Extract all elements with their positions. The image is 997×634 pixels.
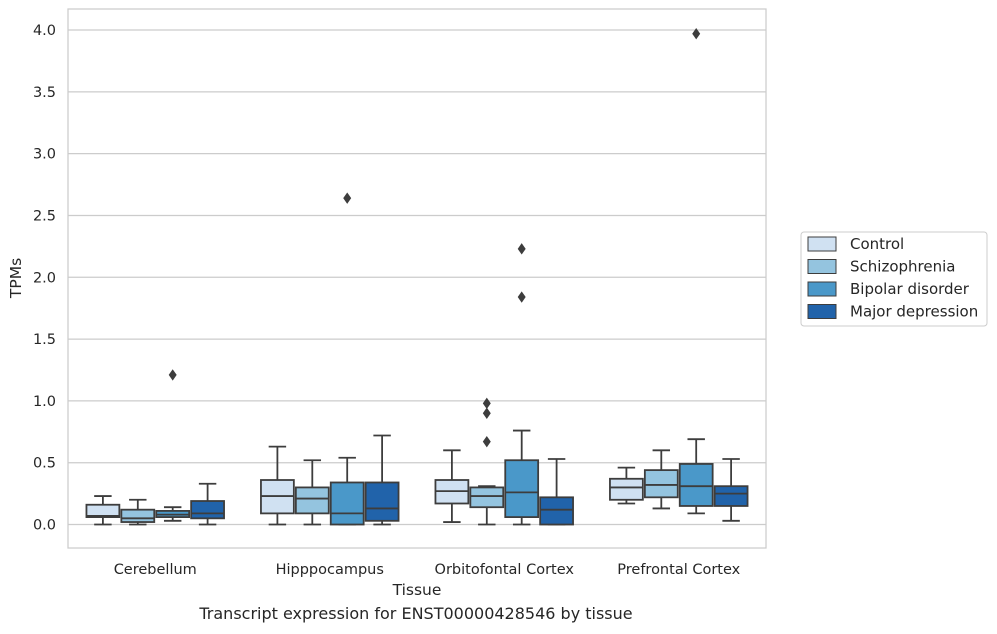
box-series bbox=[85, 28, 749, 526]
box-group bbox=[364, 434, 400, 526]
box bbox=[469, 486, 505, 509]
outlier-point bbox=[168, 369, 177, 381]
box-group bbox=[713, 458, 749, 522]
legend-swatch bbox=[807, 236, 837, 252]
box-group bbox=[120, 498, 156, 526]
box bbox=[539, 496, 574, 526]
outlier-point bbox=[482, 397, 491, 410]
box-group bbox=[539, 458, 574, 526]
outlier-point bbox=[482, 407, 491, 419]
outlier-point bbox=[517, 243, 526, 255]
y-tick-labels: 0.0 0.5 1.0 1.5 2.0 2.5 3.0 3.5 4.0 bbox=[33, 23, 56, 533]
box-group bbox=[190, 482, 225, 526]
plot-frame bbox=[67, 8, 767, 549]
legend-label: Schizophrenia bbox=[850, 258, 955, 276]
plot-area bbox=[68, 9, 766, 548]
box bbox=[120, 508, 156, 523]
gridlines bbox=[68, 29, 766, 526]
legend-swatch bbox=[807, 259, 837, 274]
box-group bbox=[260, 445, 295, 526]
x-tick-labels: Cerebellum Hipppocampus Orbitofontal Corte… bbox=[114, 562, 741, 578]
x-axis-title: Tissue bbox=[392, 581, 442, 599]
legend-swatch bbox=[807, 304, 837, 319]
outlier-point bbox=[517, 291, 526, 303]
y-tick-label: 0.5 bbox=[33, 456, 56, 472]
box bbox=[713, 485, 749, 507]
legend-label: Control bbox=[850, 235, 904, 253]
box-group bbox=[609, 466, 644, 505]
y-tick-label: 3.0 bbox=[33, 147, 56, 163]
x-tick-label: Orbitofontal Cortex bbox=[435, 562, 575, 578]
y-tick-label: 1.0 bbox=[33, 394, 56, 410]
y-tick-label: 2.0 bbox=[33, 270, 56, 286]
y-tick-label: 0.0 bbox=[33, 518, 56, 534]
y-tick-label: 3.5 bbox=[33, 85, 56, 101]
box bbox=[294, 486, 330, 515]
box-group bbox=[643, 449, 679, 510]
legend-label: Bipolar disorder bbox=[850, 280, 970, 298]
box bbox=[364, 481, 400, 522]
legend-swatch bbox=[807, 281, 837, 297]
box bbox=[678, 463, 714, 507]
y-axis-title: TPMs bbox=[7, 258, 25, 299]
box-group bbox=[329, 192, 365, 526]
box bbox=[190, 500, 225, 520]
x-tick-label: Cerebellum bbox=[114, 562, 197, 578]
box-group bbox=[294, 459, 330, 526]
y-tick-label: 1.5 bbox=[33, 332, 56, 348]
legend: Control Schizophrenia Bipolar disorder Majo… bbox=[800, 231, 988, 327]
outlier-point bbox=[343, 192, 352, 204]
box bbox=[643, 469, 679, 499]
outlier-point bbox=[692, 28, 701, 40]
box bbox=[85, 503, 121, 518]
box-group bbox=[678, 28, 714, 515]
box bbox=[609, 477, 644, 501]
box-group bbox=[504, 243, 540, 526]
x-tick-label: Prefrontal Cortex bbox=[617, 562, 740, 578]
box-group bbox=[469, 397, 505, 526]
box-group bbox=[85, 495, 121, 526]
legend-label: Major depression bbox=[850, 303, 978, 321]
legend-frame bbox=[800, 231, 988, 327]
box-group bbox=[155, 369, 191, 522]
y-tick-label: 2.5 bbox=[33, 208, 56, 224]
x-tick-label: Hipppocampus bbox=[276, 562, 384, 578]
box-group bbox=[434, 449, 470, 523]
y-tick-label: 4.0 bbox=[33, 23, 56, 39]
outlier-point bbox=[482, 435, 491, 448]
figure-caption: Transcript expression for ENST0000042854… bbox=[199, 604, 633, 623]
box bbox=[504, 459, 540, 518]
box bbox=[329, 481, 365, 526]
